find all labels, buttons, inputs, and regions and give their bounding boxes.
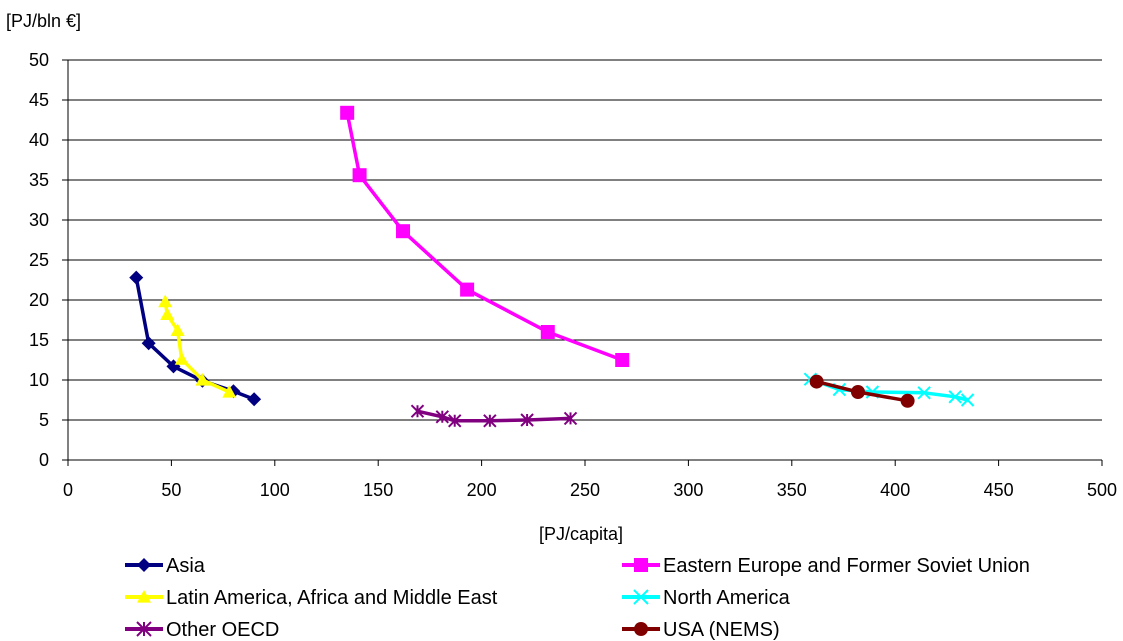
legend-label: Other OECD bbox=[166, 619, 279, 641]
data-point bbox=[170, 323, 185, 336]
data-point bbox=[900, 393, 915, 408]
legend-item: Latin America, Africa and Middle East bbox=[125, 587, 498, 609]
series-eastern-europe-and-former-soviet-union bbox=[340, 105, 630, 367]
legend-item: Eastern Europe and Former Soviet Union bbox=[622, 555, 1030, 577]
data-point bbox=[247, 392, 262, 407]
data-point bbox=[960, 393, 975, 407]
y-tick-label: 5 bbox=[39, 410, 49, 430]
data-point bbox=[850, 385, 865, 399]
x-tick-label: 300 bbox=[673, 480, 703, 500]
legend-label: North America bbox=[663, 587, 791, 609]
data-point bbox=[563, 411, 578, 426]
series-line bbox=[345, 112, 623, 362]
legend-marker bbox=[137, 558, 151, 572]
y-tick-label: 0 bbox=[39, 450, 49, 470]
data-point bbox=[520, 413, 534, 427]
legend-label: Eastern Europe and Former Soviet Union bbox=[663, 555, 1030, 577]
y-tick-label: 25 bbox=[29, 250, 49, 270]
data-point bbox=[917, 386, 931, 400]
series-latin-america-africa-and-middle-east bbox=[158, 294, 237, 398]
data-point bbox=[540, 325, 555, 339]
x-tick-label: 100 bbox=[260, 480, 290, 500]
y-tick-label: 30 bbox=[29, 210, 49, 230]
series-north-america bbox=[803, 372, 975, 407]
data-point bbox=[483, 414, 497, 428]
data-point bbox=[195, 373, 210, 386]
data-point bbox=[222, 385, 237, 398]
legend-label: Asia bbox=[166, 555, 206, 577]
x-axis-title: [PJ/capita] bbox=[539, 524, 623, 544]
x-tick-label: 0 bbox=[63, 480, 73, 500]
data-point bbox=[948, 390, 962, 404]
x-tick-label: 400 bbox=[880, 480, 910, 500]
legend-item: Asia bbox=[125, 555, 206, 577]
series-line bbox=[134, 277, 255, 401]
x-tick-label: 250 bbox=[570, 480, 600, 500]
legend-item: Other OECD bbox=[125, 619, 279, 641]
x-tick-label: 50 bbox=[161, 480, 181, 500]
series-line bbox=[417, 409, 571, 423]
data-point bbox=[129, 270, 144, 285]
data-point bbox=[448, 414, 462, 428]
legend: Asia Eastern Europe and Former Soviet Uni… bbox=[125, 555, 1030, 641]
y-tick-label: 50 bbox=[29, 50, 49, 70]
legend-marker bbox=[136, 621, 152, 637]
data-point bbox=[435, 410, 450, 424]
data-point bbox=[809, 374, 824, 389]
legend-item: North America bbox=[622, 587, 791, 609]
legend-marker bbox=[633, 589, 649, 605]
y-tick-label: 20 bbox=[29, 290, 49, 310]
y-tick-label: 45 bbox=[29, 90, 49, 110]
data-point bbox=[352, 168, 367, 183]
axes bbox=[62, 59, 1103, 466]
y-tick-label: 35 bbox=[29, 170, 49, 190]
legend-marker bbox=[634, 558, 648, 572]
y-axis-title: [PJ/bln €] bbox=[6, 11, 81, 31]
data-point bbox=[141, 336, 156, 351]
data-point bbox=[460, 282, 475, 297]
gridlines bbox=[68, 59, 1102, 421]
legend-label: Latin America, Africa and Middle East bbox=[166, 587, 498, 609]
legend-label: USA (NEMS) bbox=[663, 619, 780, 641]
data-point bbox=[158, 294, 173, 308]
data-point bbox=[160, 307, 175, 320]
series-usa-nems- bbox=[809, 374, 915, 408]
x-tick-label: 350 bbox=[777, 480, 807, 500]
y-tick-label: 15 bbox=[29, 330, 49, 350]
data-point bbox=[396, 224, 411, 239]
data-point bbox=[615, 353, 630, 367]
data-point bbox=[410, 404, 425, 418]
legend-item: USA (NEMS) bbox=[622, 619, 780, 641]
series-other-oecd bbox=[410, 404, 578, 428]
series-group bbox=[129, 105, 975, 428]
data-point bbox=[340, 105, 355, 120]
x-tick-label: 200 bbox=[467, 480, 497, 500]
legend-marker bbox=[137, 590, 151, 603]
x-tick-label: 450 bbox=[984, 480, 1014, 500]
y-tick-label: 40 bbox=[29, 130, 49, 150]
x-tick-label: 150 bbox=[363, 480, 393, 500]
data-point bbox=[174, 352, 189, 365]
y-tick-label: 10 bbox=[29, 370, 49, 390]
x-tick-label: 500 bbox=[1087, 480, 1117, 500]
series-asia bbox=[129, 270, 262, 407]
legend-marker bbox=[634, 622, 648, 636]
